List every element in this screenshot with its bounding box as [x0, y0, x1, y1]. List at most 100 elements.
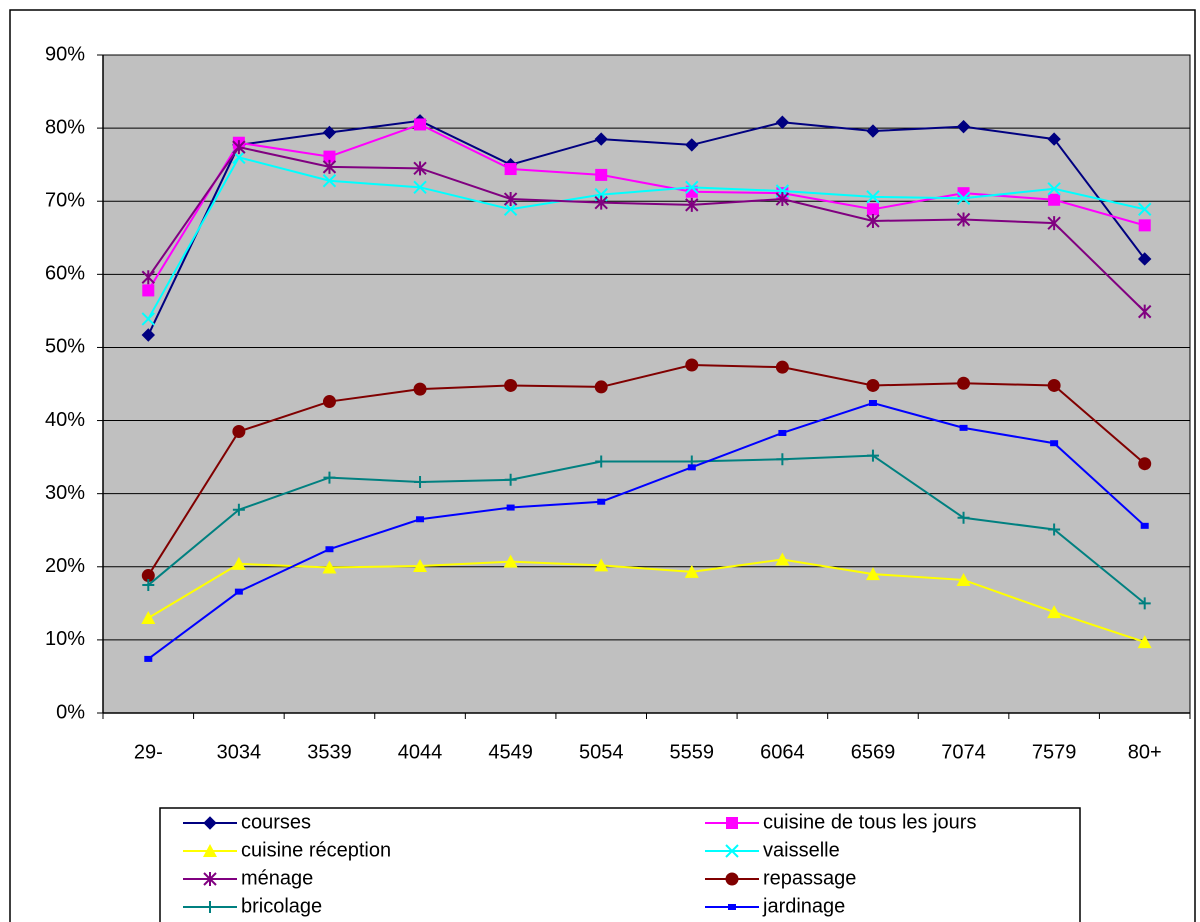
data-point	[957, 376, 971, 390]
data-point	[684, 564, 699, 578]
data-point	[144, 655, 153, 662]
series-line	[147, 363, 1146, 577]
data-point	[322, 395, 336, 409]
legend-marker	[203, 816, 217, 830]
data-point	[1047, 605, 1062, 619]
x-tick-label: 5054	[579, 741, 624, 763]
data-point	[685, 185, 698, 198]
data-point	[956, 572, 971, 586]
x-tick-label: 3539	[307, 741, 352, 763]
data-point	[1050, 440, 1059, 447]
data-point	[1048, 523, 1061, 536]
data-point	[504, 163, 517, 176]
data-point	[503, 192, 518, 207]
data-point	[1047, 216, 1061, 231]
data-point	[323, 471, 336, 484]
data-point	[141, 312, 155, 326]
data-point	[1138, 597, 1151, 610]
data-point	[1048, 193, 1061, 206]
data-point	[1138, 457, 1152, 471]
data-point	[232, 140, 246, 155]
series-line	[147, 156, 1145, 320]
data-point	[503, 202, 518, 216]
legend-label: jardinage	[762, 895, 845, 917]
y-tick-label: 80%	[45, 116, 85, 138]
x-tick-label: 4044	[398, 741, 443, 763]
legend-marker	[203, 872, 217, 886]
data-point	[141, 610, 156, 624]
data-point	[323, 150, 336, 163]
data-point	[322, 125, 337, 140]
x-tick-label: 29-	[134, 741, 163, 763]
legend-marker	[725, 872, 739, 886]
series-line	[147, 401, 1146, 660]
data-point	[956, 212, 971, 227]
data-point	[232, 503, 245, 516]
y-tick-label: 20%	[45, 555, 85, 577]
legend-label: vaisselle	[763, 839, 840, 861]
y-tick-label: 60%	[45, 263, 85, 285]
data-point	[413, 161, 427, 176]
data-point	[322, 174, 337, 188]
data-point	[775, 360, 789, 374]
data-point	[1138, 304, 1152, 319]
data-point	[685, 180, 699, 195]
data-point	[232, 425, 246, 439]
data-point	[594, 195, 608, 210]
data-point	[504, 378, 518, 392]
data-point	[595, 455, 608, 468]
data-point	[594, 132, 608, 146]
legend-marker	[728, 904, 736, 910]
series-line	[147, 123, 1145, 291]
data-point	[142, 284, 155, 297]
data-point	[866, 124, 880, 138]
series-line	[147, 454, 1146, 605]
y-tick-label: 10%	[45, 628, 85, 650]
data-point	[687, 464, 696, 471]
data-point	[775, 115, 790, 129]
data-point	[503, 554, 518, 568]
data-point	[142, 579, 155, 592]
legend-marker	[204, 901, 216, 913]
data-point	[1138, 219, 1151, 232]
data-point	[778, 429, 787, 436]
series-line	[147, 558, 1146, 644]
data-point	[231, 556, 246, 570]
legend-label: ménage	[241, 867, 313, 889]
data-point	[1138, 202, 1152, 216]
y-tick-label: 0%	[56, 701, 85, 723]
data-point	[1137, 635, 1152, 649]
data-point	[866, 203, 879, 216]
legend-label: courses	[241, 811, 311, 833]
data-point	[957, 511, 970, 524]
series-line	[147, 146, 1146, 313]
data-point	[594, 558, 609, 572]
x-tick-label: 6064	[760, 741, 805, 763]
legend-label: cuisine réception	[241, 839, 391, 861]
data-point	[414, 475, 427, 488]
y-tick-label: 50%	[45, 336, 85, 358]
data-point	[594, 380, 608, 394]
data-point	[1047, 378, 1061, 392]
data-point	[413, 559, 428, 573]
data-point	[866, 378, 880, 392]
data-point	[775, 552, 790, 566]
data-point	[685, 358, 699, 372]
data-point	[776, 453, 789, 466]
x-tick-label: 80+	[1128, 741, 1162, 763]
data-point	[775, 192, 790, 207]
data-point	[234, 588, 243, 595]
data-point	[506, 504, 515, 511]
data-point	[866, 449, 879, 462]
data-point	[868, 400, 877, 407]
data-point	[1138, 252, 1152, 266]
legend-marker	[725, 844, 739, 858]
data-point	[322, 560, 337, 574]
data-point	[866, 213, 880, 228]
x-tick-label: 3034	[217, 741, 262, 763]
y-tick-label: 90%	[45, 43, 85, 65]
legend-box	[159, 807, 1081, 922]
x-tick-label: 5559	[670, 741, 715, 763]
data-point	[322, 159, 337, 174]
x-tick-label: 6569	[851, 741, 896, 763]
